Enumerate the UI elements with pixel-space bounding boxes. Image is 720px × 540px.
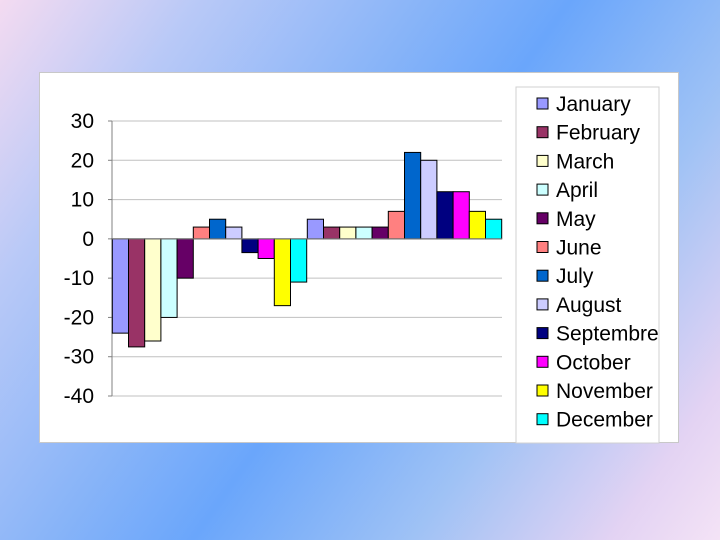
bar-december bbox=[290, 238, 308, 283]
bar-march bbox=[339, 226, 357, 240]
legend-swatch-february bbox=[536, 126, 549, 139]
chart-panel: 30 20 10 0 -10 -20 -30 -40 January February March A… bbox=[39, 72, 679, 444]
bar-november bbox=[273, 238, 292, 307]
y-tick-label: 20 bbox=[71, 149, 94, 172]
bar-august bbox=[420, 159, 438, 240]
bar-february bbox=[128, 238, 146, 348]
y-tick-label: 10 bbox=[71, 189, 94, 212]
bar-october bbox=[452, 191, 470, 240]
bar-septembre bbox=[241, 238, 259, 254]
y-tick-label: -20 bbox=[64, 306, 94, 329]
bar-may bbox=[371, 226, 389, 240]
legend-label-april: April bbox=[556, 179, 598, 202]
legend-swatch-january bbox=[536, 97, 549, 110]
bar-septembre bbox=[436, 191, 454, 240]
bar-may bbox=[176, 238, 194, 279]
legend-label-august: August bbox=[556, 294, 622, 317]
legend-swatch-june bbox=[536, 241, 549, 253]
legend-label-february: February bbox=[556, 122, 641, 145]
bar-chart: 30 20 10 0 -10 -20 -30 -40 January February March A… bbox=[64, 86, 660, 444]
bar-june bbox=[387, 210, 405, 240]
bar-july bbox=[404, 151, 422, 240]
bar-august bbox=[225, 226, 243, 240]
bar-december bbox=[485, 218, 503, 240]
legend-label-december: December bbox=[556, 409, 653, 432]
bar-june bbox=[192, 226, 211, 240]
legend-swatch-november bbox=[536, 384, 549, 397]
legend-label-march: March bbox=[556, 150, 614, 173]
legend-label-october: October bbox=[556, 351, 631, 374]
legend-swatch-april bbox=[536, 183, 549, 196]
legend-swatch-october bbox=[536, 355, 549, 368]
y-tick-label: 30 bbox=[71, 110, 94, 133]
legend-label-septembre: Septembre bbox=[556, 323, 659, 346]
bar-april bbox=[355, 226, 373, 240]
legend-box bbox=[515, 86, 660, 444]
bar-november bbox=[468, 210, 486, 240]
legend-swatch-december bbox=[536, 413, 549, 426]
y-tick-label: -40 bbox=[64, 385, 94, 408]
bar-october bbox=[257, 238, 275, 260]
legend-swatch-august bbox=[536, 298, 549, 311]
y-tick-label: 0 bbox=[82, 228, 94, 251]
bar-april bbox=[160, 238, 178, 318]
legend-swatch-march bbox=[536, 154, 549, 167]
legend-swatch-july bbox=[536, 269, 549, 282]
legend-label-july: July bbox=[556, 265, 594, 288]
bar-january bbox=[306, 218, 324, 240]
bar-january bbox=[111, 238, 130, 334]
legend-label-june: June bbox=[556, 237, 602, 260]
legend-label-may: May bbox=[556, 208, 596, 231]
y-tick-label: -10 bbox=[64, 267, 94, 290]
bar-february bbox=[323, 226, 341, 240]
bar-march bbox=[144, 238, 162, 342]
legend-swatch-may bbox=[536, 212, 549, 225]
bar-july bbox=[209, 218, 227, 240]
legend-label-november: November bbox=[556, 380, 653, 403]
y-tick-label: -30 bbox=[64, 346, 94, 369]
legend-swatch-septembre bbox=[536, 327, 549, 340]
legend-label-january: January bbox=[556, 93, 631, 116]
